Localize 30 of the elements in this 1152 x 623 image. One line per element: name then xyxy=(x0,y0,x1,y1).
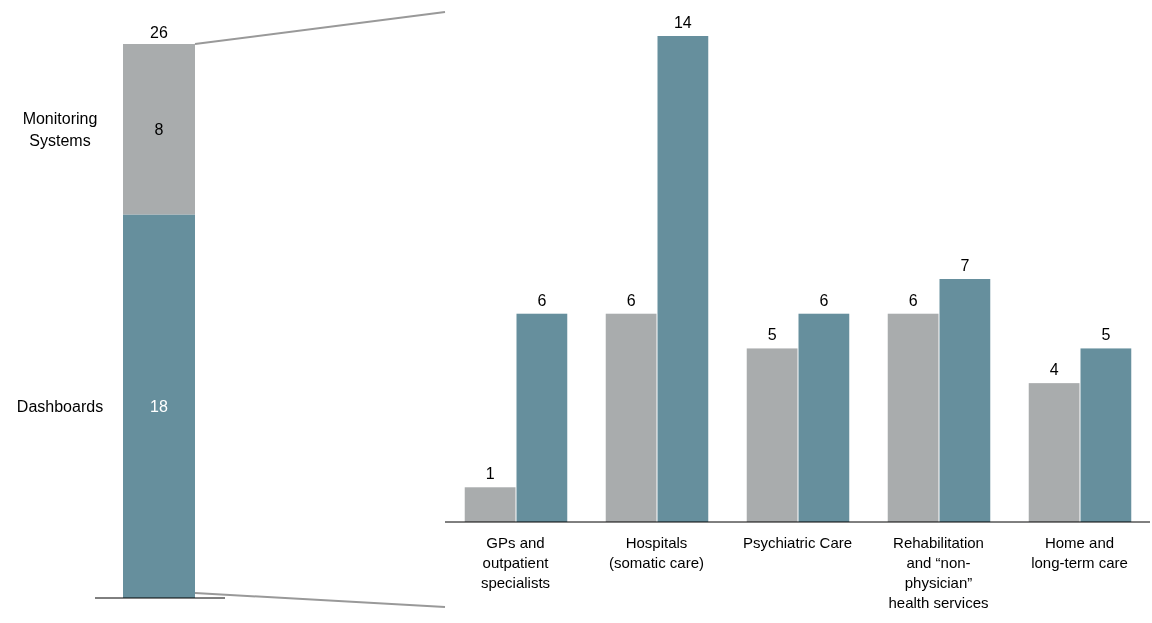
data-label: 6 xyxy=(537,291,547,309)
bar xyxy=(657,36,709,522)
data-label: 18 xyxy=(150,398,168,416)
x-tick-label: Rehabilitation and “non-physician” health services xyxy=(888,534,989,611)
bar xyxy=(746,348,798,522)
bar xyxy=(464,487,516,522)
data-label: 6 xyxy=(908,291,918,309)
data-label: 5 xyxy=(1101,326,1111,344)
series-label: Monitoring Systems xyxy=(22,110,98,150)
bar xyxy=(605,313,657,522)
x-tick-label: Hospitals (somatic care) xyxy=(608,534,705,571)
bar xyxy=(798,313,850,522)
data-label: 5 xyxy=(767,326,777,344)
bar xyxy=(1080,348,1132,522)
bar xyxy=(887,313,939,522)
data-label: 1 xyxy=(485,465,495,483)
x-tick-label: Home and long-term care xyxy=(1031,534,1128,571)
bar xyxy=(939,279,991,522)
data-label: 14 xyxy=(673,14,692,31)
data-label: 8 xyxy=(154,121,164,139)
bar xyxy=(516,313,568,522)
bar xyxy=(1028,383,1080,522)
total-label: 26 xyxy=(150,24,168,41)
data-label: 4 xyxy=(1049,361,1059,379)
data-label: 6 xyxy=(819,291,829,309)
data-label: 7 xyxy=(960,257,970,274)
x-tick-label: GPs and outpatient specialists xyxy=(480,534,551,591)
series-label: Dashboards xyxy=(16,398,104,416)
x-tick-label: Psychiatric Care xyxy=(742,534,853,551)
data-label: 6 xyxy=(626,291,636,309)
